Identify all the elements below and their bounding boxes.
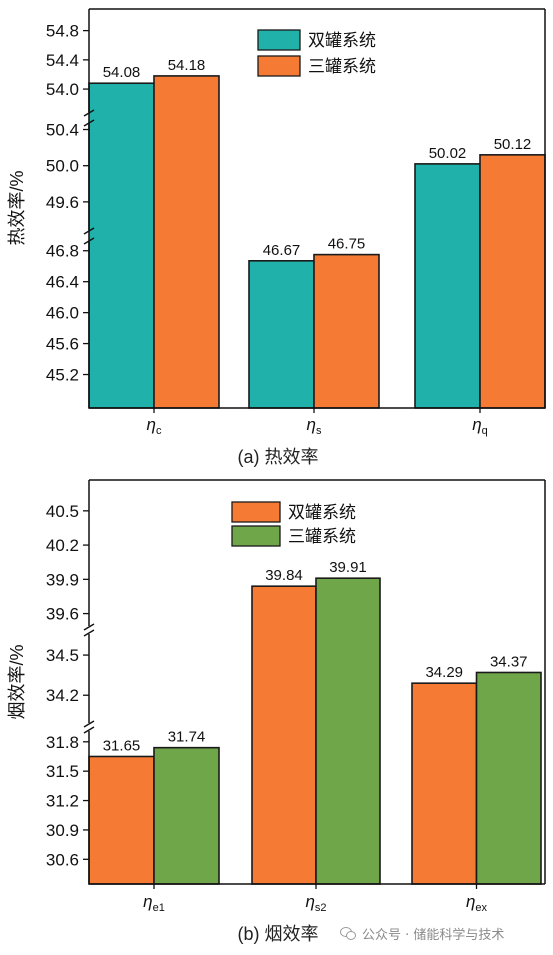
y-tick-label: 50.4 xyxy=(46,121,79,140)
y-tick-label: 49.6 xyxy=(46,193,79,212)
y-tick-label: 31.5 xyxy=(46,762,79,781)
axis-break-mark xyxy=(83,629,95,637)
watermark: 公众号 · 储能科学与技术 xyxy=(340,924,504,943)
data-label: 31.65 xyxy=(103,737,141,754)
bar-b-1-0 xyxy=(251,585,317,885)
data-label: 54.18 xyxy=(168,57,206,74)
y-tick-label: 54.4 xyxy=(46,51,79,70)
chart-a: 54.08 54.18 ηc 46.67 46.75 ηs 50.02 50.12 ηq 45.2… xyxy=(7,8,546,467)
x-tick-label: ηex xyxy=(466,892,488,914)
bar-b-1-1 xyxy=(315,577,381,885)
data-label: 39.91 xyxy=(329,559,367,576)
legend-label: 三罐系统 xyxy=(288,527,356,546)
y-tick-label: 46.0 xyxy=(46,304,79,323)
axis-break-mark xyxy=(83,720,95,728)
legend-label: 三罐系统 xyxy=(308,57,376,76)
y-axis-label: 热效率/% xyxy=(7,170,27,245)
data-label: 46.75 xyxy=(328,236,366,253)
y-axis-label: 烟效率/% xyxy=(7,644,27,719)
chart-caption: (b) 烟效率 xyxy=(238,924,319,944)
legend-label: 双罐系统 xyxy=(308,31,376,50)
y-tick-label: 34.5 xyxy=(46,646,79,665)
chart-b: 31.65 31.74 ηe1 39.84 39.91 ηs2 34.29 34.37 ηex 3… xyxy=(7,479,546,944)
axis-break-mark xyxy=(83,119,95,127)
y-tick-label: 39.9 xyxy=(46,570,79,589)
x-tick-label: ηs2 xyxy=(305,892,326,914)
data-label: 50.12 xyxy=(494,136,532,153)
bar-a-1-1 xyxy=(313,253,380,409)
data-label: 34.37 xyxy=(490,653,528,670)
y-tick-label: 45.6 xyxy=(46,335,79,354)
chart-caption: (a) 热效率 xyxy=(238,447,319,467)
axis-break-mark xyxy=(83,623,95,631)
y-tick-label: 30.6 xyxy=(46,850,79,869)
bar-b-0-0 xyxy=(88,755,155,885)
y-tick-label: 46.4 xyxy=(46,273,79,292)
x-tick-label: ηs xyxy=(307,415,322,437)
y-tick-label: 34.2 xyxy=(46,686,79,705)
y-tick-label: 40.5 xyxy=(46,502,79,521)
y-tick-label: 46.8 xyxy=(46,242,79,261)
y-tick-label: 50.0 xyxy=(46,157,79,176)
axis-break-mark xyxy=(83,227,95,235)
axis-break-mark xyxy=(83,726,95,734)
data-label: 34.29 xyxy=(425,664,463,681)
data-label: 39.84 xyxy=(265,567,303,584)
bar-b-2-1 xyxy=(475,671,542,885)
bar-a-0-1 xyxy=(153,75,220,409)
legend-swatch xyxy=(231,501,281,523)
data-label: 50.02 xyxy=(429,145,467,162)
bar-b-2-0 xyxy=(411,682,478,885)
legend-swatch xyxy=(231,525,281,547)
x-tick-label: ηc xyxy=(147,415,162,437)
axis-break-mark xyxy=(83,109,95,117)
bar-a-0-0 xyxy=(88,82,155,409)
data-label: 54.08 xyxy=(103,64,141,81)
y-tick-label: 39.6 xyxy=(46,605,79,624)
wechat-icon xyxy=(340,927,357,940)
legend-swatch xyxy=(257,29,301,51)
y-tick-label: 30.9 xyxy=(46,821,79,840)
axis-break-mark xyxy=(83,237,95,245)
x-tick-label: ηq xyxy=(472,415,488,437)
data-label: 46.67 xyxy=(263,242,301,259)
legend-label: 双罐系统 xyxy=(288,503,356,522)
y-tick-label: 45.2 xyxy=(46,366,79,385)
x-tick-label: ηe1 xyxy=(143,892,165,914)
bar-a-2-1 xyxy=(479,154,546,409)
y-tick-label: 40.2 xyxy=(46,536,79,555)
watermark-text: 公众号 · 储能科学与技术 xyxy=(362,928,505,943)
y-tick-label: 31.2 xyxy=(46,792,79,811)
legend-swatch xyxy=(257,55,301,77)
data-label: 31.74 xyxy=(168,729,206,746)
y-tick-label: 54.8 xyxy=(46,22,79,41)
y-tick-label: 54.0 xyxy=(46,80,79,99)
bar-a-2-0 xyxy=(414,163,481,409)
y-tick-label: 31.8 xyxy=(46,733,79,752)
bar-b-0-1 xyxy=(153,746,220,885)
bar-a-1-0 xyxy=(248,259,315,409)
